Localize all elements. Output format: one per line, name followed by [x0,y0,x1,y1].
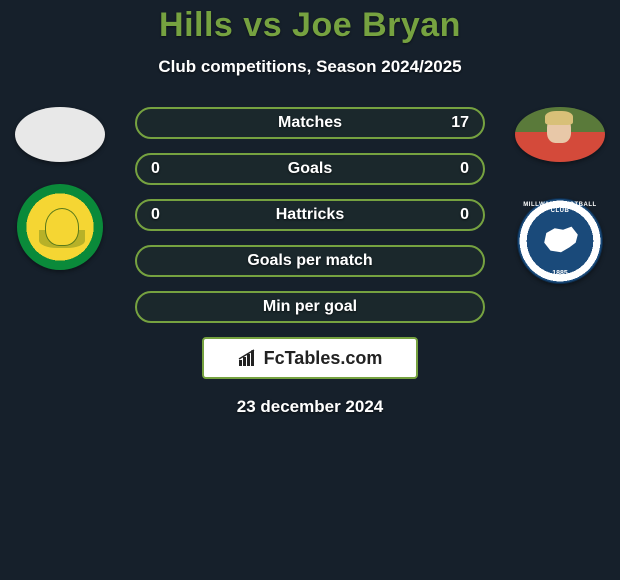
page-title: Hills vs Joe Bryan [0,0,620,45]
right-player-column: MILLWALL FOOTBALL CLUB 1885 [510,107,610,284]
fctables-logo-text: FcTables.com [264,348,383,369]
stat-label: Matches [177,114,443,132]
fctables-logo: FcTables.com [202,337,418,379]
stat-row-gpm: Goals per match [135,245,485,277]
stat-label: Goals per match [177,252,443,270]
stat-right-value: 0 [443,160,469,178]
date-text: 23 december 2024 [0,397,620,417]
club-badge-millwall: MILLWALL FOOTBALL CLUB 1885 [517,198,603,284]
left-player-column [10,107,110,270]
stat-right-value: 0 [443,206,469,224]
stat-label: Hattricks [177,206,443,224]
stat-left-value: 0 [151,160,177,178]
stat-label: Min per goal [177,298,443,316]
player-avatar-left [15,107,105,162]
millwall-year: 1885 [518,270,602,277]
stat-label: Goals [177,160,443,178]
stats-list: Matches 17 0 Goals 0 0 Hattricks 0 Goals… [135,107,485,323]
millwall-ring-text: MILLWALL FOOTBALL CLUB [518,202,602,214]
bar-chart-icon [238,349,260,367]
comparison-panel: MILLWALL FOOTBALL CLUB 1885 Matches 17 0… [0,107,620,417]
stat-left-value: 0 [151,206,177,224]
stat-row-goals: 0 Goals 0 [135,153,485,185]
stat-row-mpg: Min per goal [135,291,485,323]
subtitle: Club competitions, Season 2024/2025 [0,57,620,77]
stat-row-hattricks: 0 Hattricks 0 [135,199,485,231]
club-badge-norwich [17,184,103,270]
stat-right-value: 17 [443,114,469,132]
stat-row-matches: Matches 17 [135,107,485,139]
player-avatar-right [515,107,605,162]
